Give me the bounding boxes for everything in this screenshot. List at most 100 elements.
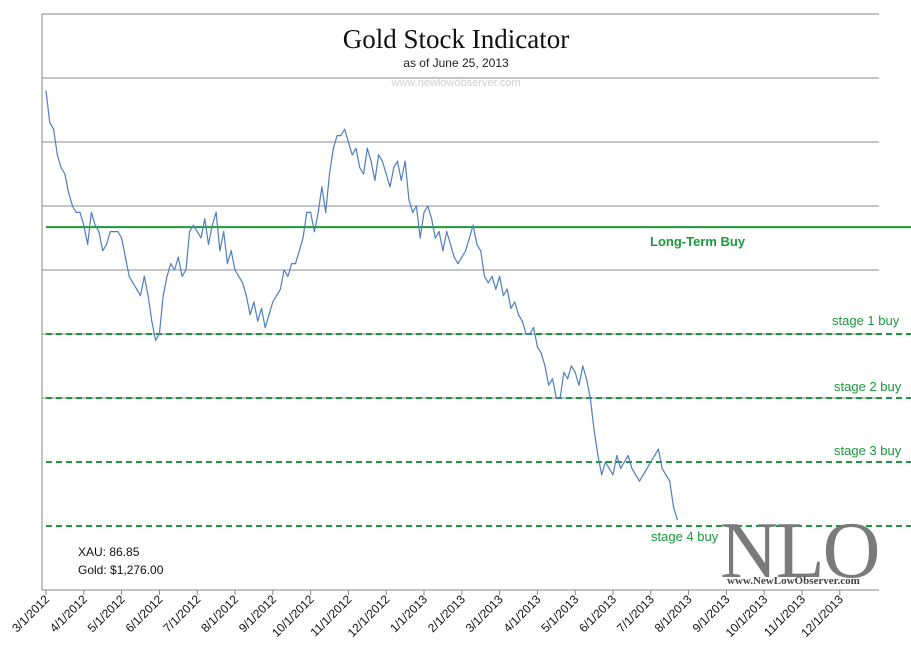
data-point: [53, 128, 55, 130]
data-point: [158, 333, 160, 335]
data-point: [215, 211, 217, 213]
data-point: [306, 211, 308, 213]
data-point: [196, 231, 198, 233]
data-point: [582, 365, 584, 367]
data-point: [71, 205, 74, 207]
data-point: [381, 160, 383, 162]
data-point: [669, 480, 671, 482]
data-point: [242, 282, 244, 284]
data-point: [105, 243, 108, 245]
data-point: [650, 461, 652, 463]
data-point: [68, 192, 70, 194]
data-point: [60, 167, 62, 169]
data-point: [355, 147, 357, 149]
data-point: [287, 275, 289, 277]
data-point: [351, 154, 353, 156]
chart-subtitle: as of June 25, 2013: [403, 56, 509, 70]
data-point: [449, 243, 452, 245]
data-point: [344, 128, 346, 130]
data-point: [359, 167, 361, 169]
data-point: [385, 173, 387, 175]
data-point: [593, 429, 595, 431]
buy-level-labels: Long-Term Buy stage 1 buy stage 2 buy stage…: [650, 234, 902, 544]
data-point: [465, 250, 467, 252]
data-point: [612, 474, 614, 476]
data-point: [279, 288, 281, 290]
data-point: [544, 365, 546, 367]
data-point: [177, 256, 179, 258]
data-point: [75, 211, 77, 213]
data-point: [567, 378, 569, 380]
data-point: [423, 211, 425, 213]
data-point: [396, 160, 399, 162]
data-point: [332, 147, 334, 149]
data-point: [676, 519, 678, 521]
level-label-long-term-buy: Long-Term Buy: [650, 234, 746, 249]
data-point: [597, 455, 599, 457]
data-point: [139, 295, 142, 297]
data-point: [249, 314, 251, 316]
data-point: [495, 288, 497, 290]
data-point: [328, 173, 331, 175]
level-label-stage-4-buy: stage 4 buy: [651, 529, 719, 544]
data-point: [635, 474, 637, 476]
data-point: [461, 256, 463, 258]
data-point: [661, 467, 663, 469]
data-point: [230, 250, 232, 252]
data-point: [604, 461, 607, 463]
data-point: [589, 397, 591, 399]
x-tick-label-11: 2/1/2013: [425, 592, 468, 635]
data-point: [427, 205, 429, 207]
data-point: [347, 141, 349, 143]
data-point: [257, 320, 259, 322]
data-point: [521, 320, 523, 322]
series-layer: [45, 90, 678, 521]
data-point: [608, 467, 610, 469]
data-point: [302, 237, 304, 239]
x-axis-tick-labels: 3/1/20124/1/20125/1/20126/1/20127/1/2012…: [9, 592, 846, 640]
data-point: [476, 243, 478, 245]
data-point: [204, 218, 206, 220]
data-point: [90, 211, 92, 213]
data-point: [362, 173, 365, 175]
data-point: [87, 243, 89, 245]
data-point: [313, 231, 315, 233]
data-point: [109, 231, 111, 233]
data-point: [143, 275, 145, 277]
data-point: [276, 295, 278, 297]
x-tick-label-21: 12/1/2013: [798, 592, 846, 640]
data-point: [378, 154, 380, 156]
x-tick-label-3: 6/1/2012: [123, 592, 166, 635]
gridlines: [42, 77, 879, 399]
data-point: [200, 237, 202, 239]
x-tick-label-16: 7/1/2013: [614, 592, 657, 635]
data-point: [207, 243, 210, 245]
data-point: [155, 339, 157, 341]
data-point: [502, 295, 504, 297]
data-point: [121, 237, 123, 239]
data-point: [631, 467, 633, 469]
data-point: [294, 263, 297, 265]
data-point: [94, 224, 96, 226]
data-point: [151, 320, 153, 322]
data-point: [642, 474, 644, 476]
data-point: [574, 371, 576, 373]
data-point: [638, 480, 641, 482]
data-point: [173, 269, 176, 271]
data-point: [272, 301, 274, 303]
data-point: [517, 314, 520, 316]
data-point: [657, 448, 660, 450]
x-tick-label-10: 1/1/2013: [387, 592, 430, 635]
series-line-0: [45, 90, 678, 520]
data-point: [453, 256, 455, 258]
data-point: [570, 365, 573, 367]
nlo-logo: NLO www.NewLowObserver.com: [720, 507, 880, 595]
data-point: [219, 250, 221, 252]
data-point: [563, 371, 565, 373]
data-point: [336, 135, 338, 137]
data-point: [506, 288, 508, 290]
data-point: [226, 263, 228, 265]
data-point: [431, 218, 433, 220]
x-axis-ticks: [45, 590, 841, 595]
data-point: [366, 147, 368, 149]
